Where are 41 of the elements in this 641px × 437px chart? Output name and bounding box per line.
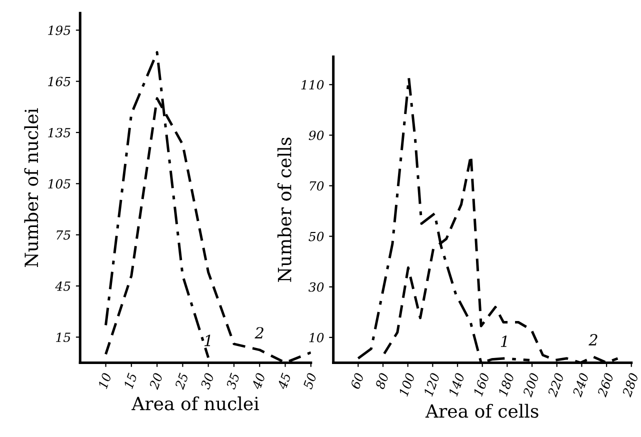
- y-tick-label: 165: [48, 76, 70, 86]
- x-tick-label: 80: [374, 372, 389, 390]
- y-tick-label: 70: [310, 181, 324, 191]
- annotation: 2: [588, 334, 598, 346]
- y-tick-label: 10: [309, 332, 324, 342]
- y-tick-label: 90: [308, 130, 324, 140]
- x-tick-label: 220: [547, 372, 564, 398]
- y-tick-label: 105: [48, 179, 70, 189]
- y-tick-label: 15: [56, 332, 70, 342]
- y-tick-label: 45: [55, 281, 70, 291]
- x-tick-label: 100: [398, 372, 416, 397]
- x-tick-label: 35: [226, 372, 240, 390]
- x-tick-label: 240: [572, 372, 589, 398]
- x-axis-title: Area of cells: [425, 404, 538, 418]
- x-tick-label: 25: [174, 372, 189, 390]
- x-tick-label: 60: [350, 372, 364, 390]
- y-tick-label: 135: [48, 128, 70, 138]
- x-tick-label: 40: [251, 372, 266, 390]
- x-tick-label: 260: [596, 372, 614, 398]
- x-axis-title: Area of nuclei: [132, 396, 259, 410]
- y-tick-label: 195: [48, 26, 70, 36]
- annotation: 1: [204, 334, 210, 346]
- annotation: 2: [254, 327, 264, 338]
- x-tick-label: 180: [498, 372, 514, 397]
- annotation: 1: [500, 336, 507, 347]
- y-axis-title: Number of nuclei: [24, 108, 38, 268]
- x-tick-label: 20: [148, 372, 163, 390]
- y-tick-label: 50: [308, 232, 324, 242]
- x-tick-label: 140: [448, 372, 465, 397]
- x-tick-label: 15: [124, 372, 138, 390]
- x-tick-label: 280: [622, 372, 639, 398]
- x-tick-label: 120: [423, 372, 440, 397]
- x-tick-label: 160: [473, 372, 490, 397]
- x-tick-label: 45: [277, 372, 292, 390]
- x-tick-label: 30: [200, 372, 214, 390]
- y-axis-title: Number of cells: [277, 138, 292, 282]
- y-tick-label: 110: [301, 80, 324, 90]
- y-tick-label: 30: [308, 282, 324, 292]
- y-tick-label: 75: [56, 230, 70, 240]
- x-tick-label: 10: [98, 372, 112, 390]
- x-tick-label: 200: [522, 372, 540, 398]
